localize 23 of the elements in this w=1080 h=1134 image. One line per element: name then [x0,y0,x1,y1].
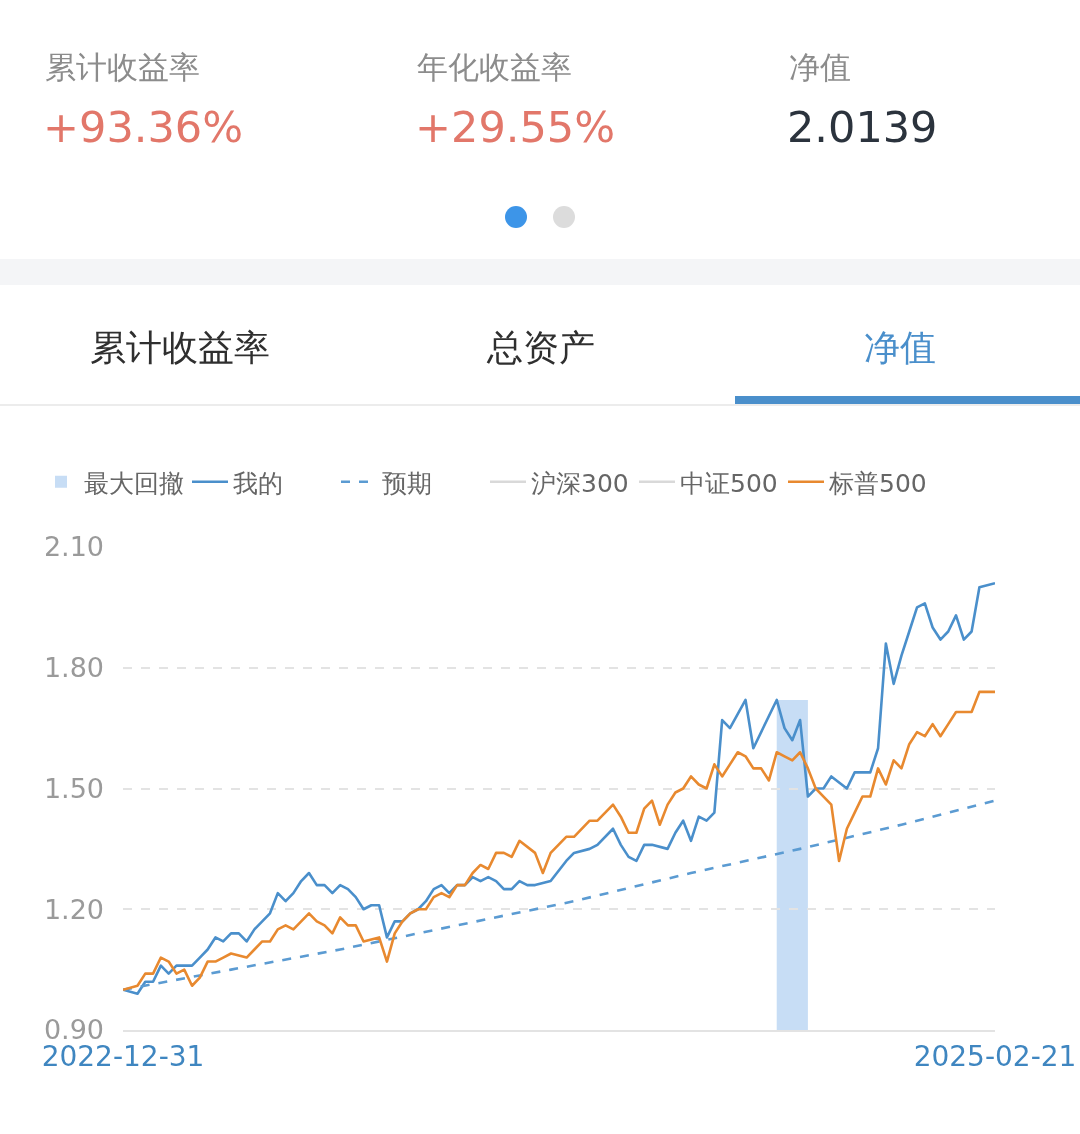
y-tick-label: 1.20 [43,893,104,925]
text: 净值 [864,327,936,368]
legend-label: 沪深300 [531,468,629,498]
text: 总资产 [486,327,595,368]
text: +29.55% [415,102,615,152]
legend-label: 标普500 [828,468,927,498]
text: +93.36% [43,102,243,152]
text: 累计收益率 [90,327,270,368]
text: 净值 [789,49,851,85]
line-series [123,690,995,992]
text: 2.0139 [787,102,938,152]
legend-label: 最大回撤 [84,468,184,498]
y-tick-label: 1.80 [43,652,104,684]
text: 累计收益率 [45,49,200,85]
line-series [123,799,995,992]
legend-label: 预期 [382,468,432,498]
line-series [123,581,995,996]
text: 年化收益率 [417,49,572,85]
legend-label: 我的 [233,468,283,498]
x-tick-label: 2025-02-21 [913,1039,1077,1073]
y-tick-label: 1.50 [43,772,104,804]
legend-label: 中证500 [680,468,778,498]
y-tick-label: 2.10 [43,531,104,563]
